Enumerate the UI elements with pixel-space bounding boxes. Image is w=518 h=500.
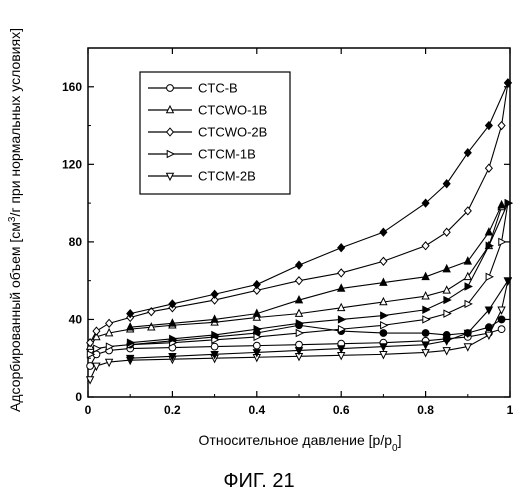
data-point: [296, 330, 303, 337]
data-point: [106, 319, 113, 327]
data-point: [423, 306, 430, 313]
data-point: [381, 322, 388, 329]
figure-caption: ФИГ. 21: [0, 470, 518, 493]
legend: CTC-B CTCWO-1B CTCWO-2B CTCM-1B CTCM-2B: [140, 72, 290, 194]
data-point: [211, 290, 218, 298]
y-tick-label: 0: [75, 390, 82, 404]
legend-label: CTCM-2B: [198, 169, 256, 184]
y-tick-label: 120: [62, 157, 82, 171]
data-point: [93, 363, 100, 370]
data-point: [380, 228, 387, 236]
data-point: [498, 326, 505, 333]
x-tick-label: 0.4: [248, 403, 265, 417]
data-point: [422, 242, 429, 250]
desorption-line: [130, 281, 508, 359]
data-point: [380, 330, 387, 337]
data-point: [498, 307, 505, 314]
legend-label: CTCWO-1B: [198, 103, 267, 118]
data-point: [381, 312, 388, 319]
data-point: [465, 283, 472, 290]
y-axis-label: Адсорбированный объем [см3/г при нормаль…: [7, 28, 24, 412]
data-point: [296, 277, 303, 285]
data-point: [253, 342, 260, 349]
data-point: [498, 316, 505, 323]
data-point: [422, 330, 429, 337]
legend-label: CTCWO-2B: [198, 125, 267, 140]
data-point: [338, 269, 345, 277]
data-point: [444, 310, 451, 317]
data-point: [443, 332, 450, 339]
data-point: [486, 164, 493, 172]
data-point: [443, 286, 450, 293]
data-point: [498, 201, 505, 208]
data-point: [296, 261, 303, 269]
data-point: [87, 363, 94, 370]
data-point: [505, 200, 512, 207]
x-tick-label: 0.8: [417, 403, 434, 417]
x-tick-label: 0.6: [333, 403, 350, 417]
data-point: [380, 257, 387, 265]
data-point: [338, 316, 345, 323]
x-axis-label: Относительное давление [p/p0]: [199, 432, 402, 454]
data-point: [253, 281, 260, 289]
x-tick-label: 0: [85, 403, 92, 417]
data-point: [486, 228, 493, 235]
x-tick-label: 0.2: [164, 403, 181, 417]
data-point: [93, 327, 100, 335]
y-tick-label: 40: [69, 312, 83, 326]
data-point: [211, 343, 218, 350]
legend-label: CTCM-1B: [198, 147, 256, 162]
data-point: [465, 301, 472, 308]
data-point: [296, 341, 303, 348]
x-tick-label: 1: [507, 403, 514, 417]
legend-label: CTC-B: [198, 81, 238, 96]
data-point: [423, 316, 430, 323]
data-point: [167, 85, 174, 92]
isotherm-chart: 00.20.40.60.8104080120160 CTC-BCTCWO-1BC…: [0, 0, 518, 470]
data-point: [338, 244, 345, 252]
y-tick-label: 80: [69, 235, 83, 249]
y-tick-label: 160: [62, 80, 82, 94]
data-point: [498, 122, 505, 130]
